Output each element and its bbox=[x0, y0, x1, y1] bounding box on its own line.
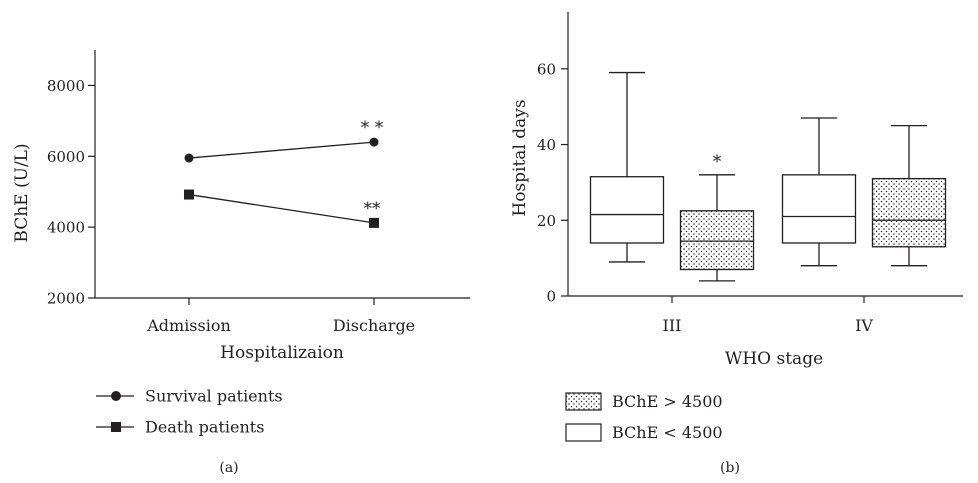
panel-b-axes bbox=[567, 12, 963, 297]
panel-b-x-ticks: III IV bbox=[663, 296, 873, 335]
panel-a-y-tick-label: 2000 bbox=[47, 290, 85, 308]
panel-a-series bbox=[184, 137, 379, 228]
panel-a-label: (a) bbox=[219, 460, 238, 476]
panel-b-y-tick-label: 40 bbox=[537, 136, 556, 154]
panel-b-label: (b) bbox=[720, 460, 740, 476]
panel-b-y-axis-title: Hospital days bbox=[510, 99, 530, 216]
panel-a-data-point bbox=[369, 137, 379, 147]
panel-a-series-line bbox=[188, 141, 375, 159]
panel-a-annotations: * * ** bbox=[361, 118, 384, 219]
box-III-dotted bbox=[679, 174, 755, 282]
interquartile-box bbox=[589, 176, 665, 244]
panel-b-annotations: * bbox=[713, 152, 722, 172]
panel-a-data-point bbox=[184, 153, 194, 163]
panel-b-y-tick-label: 60 bbox=[537, 60, 556, 78]
panel-a-y-tick-label: 4000 bbox=[47, 219, 85, 237]
legend-label: Survival patients bbox=[145, 387, 283, 406]
legend-label: BChE < 4500 bbox=[612, 423, 723, 442]
panel-a-y-ticks: 2000 4000 6000 8000 bbox=[47, 77, 95, 308]
panel-a-data-point bbox=[184, 189, 194, 200]
panel-a-data-point bbox=[369, 217, 379, 228]
panel-a-y-axis-title: BChE (U/L) bbox=[12, 143, 32, 242]
significance-marker: * * bbox=[361, 118, 384, 138]
legend-circle-marker bbox=[111, 391, 121, 401]
panel-a-axes bbox=[94, 50, 470, 299]
panel-a-x-tick-label: Admission bbox=[146, 316, 231, 335]
panel-a-x-axis-title: Hospitalizaion bbox=[220, 343, 344, 363]
panel-b-x-axis-title: WHO stage bbox=[725, 349, 823, 369]
panel-b-y-tick-label: 0 bbox=[546, 288, 556, 306]
panel-b-x-tick-label: III bbox=[663, 316, 682, 335]
legend-label: Death patients bbox=[145, 418, 264, 437]
legend-swatch-plain bbox=[565, 423, 602, 442]
interquartile-box bbox=[679, 210, 755, 271]
box-IV-plain bbox=[781, 117, 857, 267]
interquartile-box bbox=[871, 177, 947, 248]
box-IV-dotted bbox=[871, 124, 947, 267]
panel-a-y-tick-label: 8000 bbox=[47, 77, 85, 95]
box-III-plain bbox=[589, 71, 665, 263]
panel-a-x-ticks: Admission Discharge bbox=[146, 298, 415, 335]
panel-b-y-tick-label: 20 bbox=[537, 212, 556, 230]
panel-b-boxes bbox=[589, 71, 947, 282]
panel-a-series-line bbox=[188, 193, 375, 224]
panel-a-y-tick-label: 6000 bbox=[47, 148, 85, 166]
legend-label: BChE > 4500 bbox=[612, 392, 723, 411]
significance-marker: ** bbox=[364, 199, 382, 219]
panel-a-x-tick-label: Discharge bbox=[333, 316, 415, 335]
legend-swatch-dotted bbox=[565, 392, 602, 411]
panel-a-legend: Survival patients Death patients bbox=[96, 387, 283, 437]
interquartile-box bbox=[781, 174, 857, 244]
panel-b-y-ticks: 0 20 40 60 bbox=[537, 60, 568, 306]
panel-b-legend: BChE > 4500 BChE < 4500 bbox=[565, 392, 723, 442]
legend-square-marker bbox=[111, 422, 121, 432]
panel-b-x-tick-label: IV bbox=[855, 316, 873, 335]
significance-marker: * bbox=[713, 152, 722, 172]
